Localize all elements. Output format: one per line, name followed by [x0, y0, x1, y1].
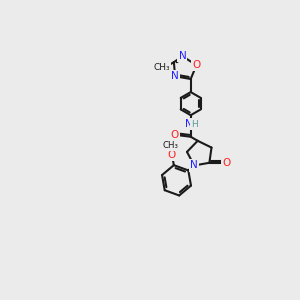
Text: O: O	[192, 60, 201, 70]
Text: N: N	[190, 160, 198, 170]
Text: N: N	[184, 119, 192, 129]
Text: N: N	[171, 71, 179, 81]
Text: O: O	[168, 149, 176, 160]
Text: N: N	[178, 51, 186, 61]
Text: CH₃: CH₃	[162, 141, 178, 150]
Text: O: O	[170, 130, 179, 140]
Text: H: H	[191, 120, 198, 129]
Text: O: O	[222, 158, 230, 168]
Text: CH₃: CH₃	[154, 63, 170, 72]
